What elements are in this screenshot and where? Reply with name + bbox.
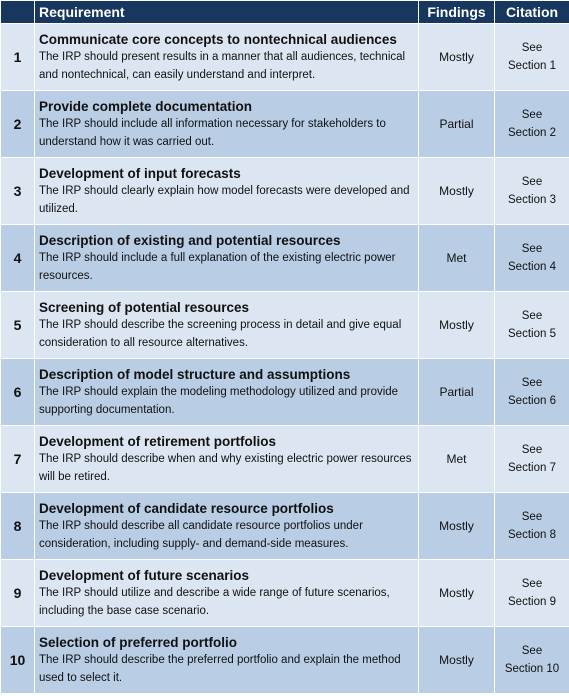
citation-section: Section 3	[508, 194, 556, 206]
row-number: 4	[0, 224, 35, 292]
table-row: 8 Development of candidate resource port…	[0, 492, 569, 560]
finding-value: Mostly	[418, 559, 495, 627]
requirement-title: Provide complete documentation	[39, 98, 253, 114]
requirement-title: Development of input forecasts	[39, 165, 241, 181]
requirement-cell: Development of future scenarios The IRP s…	[34, 559, 419, 627]
requirement-title: Selection of preferred portfolio	[39, 634, 238, 650]
requirement-cell: Development of candidate resource portfo…	[34, 492, 419, 560]
citation-see: See	[521, 109, 543, 121]
citation-see: See	[521, 176, 543, 188]
requirement-cell: Provide complete documentation The IRP sh…	[34, 90, 419, 158]
row-number: 6	[0, 358, 35, 426]
requirement-title: Description of model structure and assum…	[39, 366, 351, 382]
requirement-title: Development of future scenarios	[39, 567, 250, 583]
finding-value: Mostly	[418, 492, 495, 560]
citation-cell: See Section 7	[494, 425, 569, 493]
row-number: 8	[0, 492, 35, 560]
requirement-cell: Development of retirement portfolios The …	[34, 425, 419, 493]
row-number: 3	[0, 157, 35, 225]
table-row: 5 Screening of potential resources The IR…	[0, 291, 569, 359]
row-number: 7	[0, 425, 35, 493]
citation-cell: See Section 10	[494, 626, 569, 694]
requirement-title: Development of retirement portfolios	[39, 433, 277, 449]
header-citation: Citation	[494, 0, 569, 24]
table-row: 10 Selection of preferred portfolio The I…	[0, 626, 569, 694]
citation-section: Section 2	[508, 127, 556, 139]
finding-value: Partial	[418, 90, 495, 158]
citation-cell: See Section 4	[494, 224, 569, 292]
requirement-cell: Screening of potential resources The IRP …	[34, 291, 419, 359]
table-row: 6 Description of model structure and ass…	[0, 358, 569, 426]
header-number	[0, 0, 35, 24]
finding-value: Mostly	[418, 23, 495, 91]
citation-section: Section 5	[508, 328, 556, 340]
finding-value: Met	[418, 224, 495, 292]
finding-value: Partial	[418, 358, 495, 426]
citation-see: See	[521, 377, 543, 389]
citation-cell: See Section 6	[494, 358, 569, 426]
requirement-title: Screening of potential resources	[39, 299, 250, 315]
table-row: 7 Development of retirement portfolios Th…	[0, 425, 569, 493]
finding-value: Mostly	[418, 626, 495, 694]
citation-section: Section 10	[504, 663, 560, 675]
requirement-description: The IRP should include all information n…	[39, 117, 386, 148]
requirement-description: The IRP should utilize and describe a wi…	[39, 586, 390, 617]
citation-cell: See Section 9	[494, 559, 569, 627]
requirement-cell: Development of input forecasts The IRP sh…	[34, 157, 419, 225]
table-row: 2 Provide complete documentation The IRP …	[0, 90, 569, 158]
citation-cell: See Section 3	[494, 157, 569, 225]
citation-see: See	[521, 42, 543, 54]
row-number: 10	[0, 626, 35, 694]
finding-value: Mostly	[418, 157, 495, 225]
requirement-cell: Selection of preferred portfolio The IRP …	[34, 626, 419, 694]
requirement-title: Development of candidate resource portfo…	[39, 500, 334, 516]
requirement-description: The IRP should describe all candidate re…	[39, 519, 363, 550]
table-row: 4 Description of existing and potential …	[0, 224, 569, 292]
requirement-cell: Description of existing and potential re…	[34, 224, 419, 292]
citation-see: See	[521, 645, 543, 657]
requirement-cell: Description of model structure and assum…	[34, 358, 419, 426]
requirement-description: The IRP should present results in a mann…	[39, 50, 406, 81]
header-row: Requirement Findings Citation	[0, 0, 569, 24]
citation-cell: See Section 1	[494, 23, 569, 91]
header-requirement: Requirement	[34, 0, 419, 24]
header-findings: Findings	[418, 0, 495, 24]
finding-value: Mostly	[418, 291, 495, 359]
citation-see: See	[521, 444, 543, 456]
requirement-cell: Communicate core concepts to nontechnica…	[34, 23, 419, 91]
citation-see: See	[521, 578, 543, 590]
requirement-title: Communicate core concepts to nontechnica…	[39, 31, 397, 47]
requirement-description: The IRP should explain the modeling meth…	[39, 385, 399, 416]
row-number: 2	[0, 90, 35, 158]
table-row: 9 Development of future scenarios The IRP…	[0, 559, 569, 627]
requirement-description: The IRP should describe when and why exi…	[39, 452, 412, 483]
requirement-description: The IRP should include a full explanatio…	[39, 251, 396, 282]
row-number: 1	[0, 23, 35, 91]
citation-see: See	[521, 243, 543, 255]
citation-cell: See Section 5	[494, 291, 569, 359]
citation-section: Section 6	[508, 395, 556, 407]
requirement-description: The IRP should describe the preferred po…	[39, 653, 401, 684]
requirement-description: The IRP should describe the screening pr…	[39, 318, 402, 349]
citation-see: See	[521, 310, 543, 322]
citation-section: Section 1	[508, 60, 556, 72]
finding-value: Met	[418, 425, 495, 493]
citation-see: See	[521, 511, 543, 523]
table-row: 1 Communicate core concepts to nontechni…	[0, 23, 569, 91]
table-row: 3 Development of input forecasts The IRP …	[0, 157, 569, 225]
citation-section: Section 4	[508, 261, 556, 273]
row-number: 5	[0, 291, 35, 359]
citation-cell: See Section 8	[494, 492, 569, 560]
citation-section: Section 7	[508, 462, 556, 474]
requirement-title: Description of existing and potential re…	[39, 232, 341, 248]
citation-cell: See Section 2	[494, 90, 569, 158]
citation-section: Section 8	[508, 529, 556, 541]
row-number: 9	[0, 559, 35, 627]
requirement-description: The IRP should clearly explain how model…	[39, 184, 410, 215]
citation-section: Section 9	[508, 596, 556, 608]
